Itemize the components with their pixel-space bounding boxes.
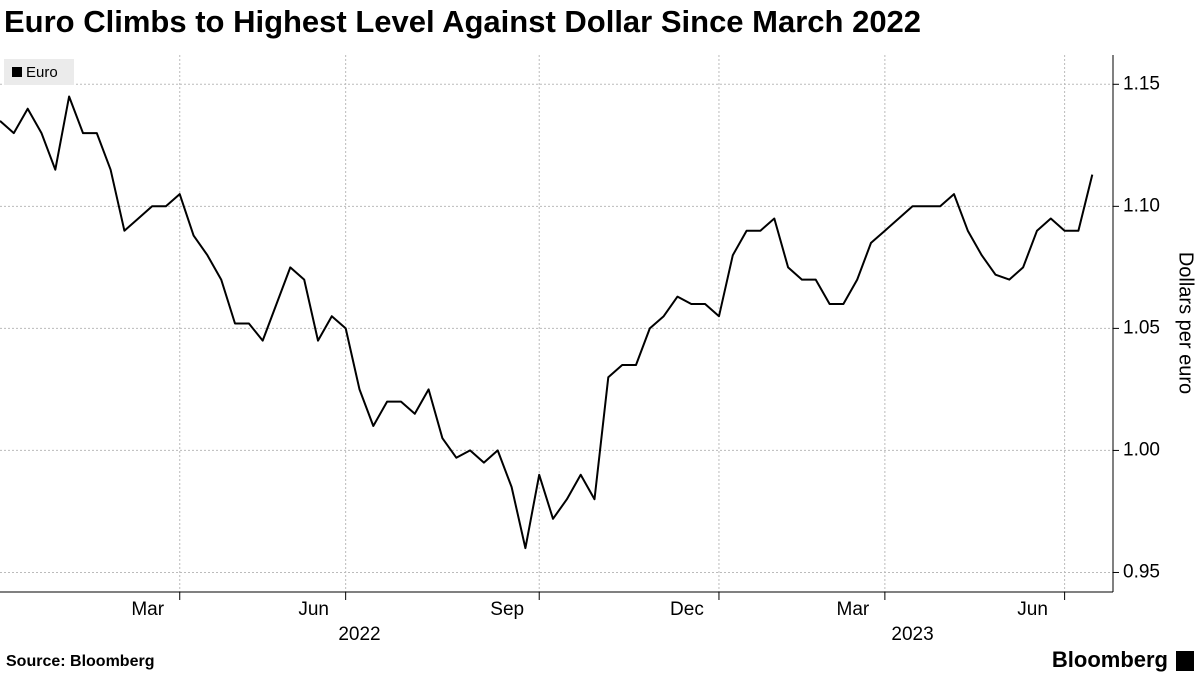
legend-swatch [12, 67, 22, 77]
x-tick-label: Jun [1017, 599, 1048, 620]
brand-icon [1176, 651, 1194, 671]
brand: Bloomberg [1052, 647, 1168, 672]
x-tick-label: Sep [490, 599, 524, 620]
x-tick-label: Mar [837, 599, 870, 620]
y-tick-label: 1.00 [1123, 439, 1160, 460]
y-tick-label: 1.10 [1123, 195, 1160, 216]
x-tick-label: Mar [131, 599, 164, 620]
source: Source: Bloomberg [6, 653, 154, 670]
x-tick-label: Dec [670, 599, 704, 620]
y-tick-label: 0.95 [1123, 561, 1160, 582]
y-tick-label: 1.05 [1123, 317, 1160, 338]
x-year-label: 2022 [338, 624, 380, 645]
y-axis-label: Dollars per euro [1175, 252, 1197, 394]
chart-title: Euro Climbs to Highest Level Against Dol… [4, 4, 921, 39]
line-series [0, 95, 1094, 550]
y-tick-label: 1.15 [1123, 73, 1160, 94]
x-tick-label: Jun [298, 599, 329, 620]
legend-label: Euro [26, 64, 58, 81]
x-year-label: 2023 [891, 624, 933, 645]
